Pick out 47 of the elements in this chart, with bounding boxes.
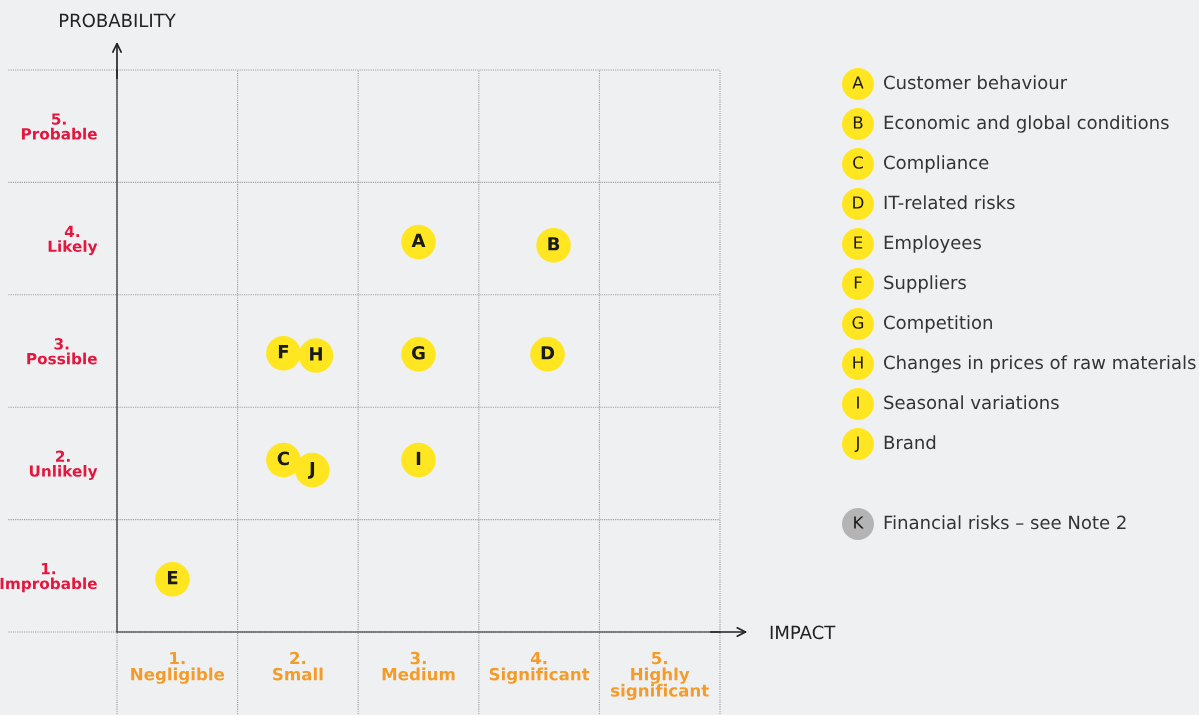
text: J bbox=[854, 436, 859, 452]
y-tick-label: 5. Probable bbox=[21, 113, 97, 140]
y-tick-label: 4. Likely bbox=[48, 225, 98, 256]
legend-label: Financial risks – see Note 2 bbox=[884, 515, 1126, 530]
legend-label: Brand bbox=[884, 435, 936, 450]
data-label: E bbox=[167, 570, 178, 585]
text: H bbox=[853, 356, 863, 369]
legend-label: Seasonal variations bbox=[884, 395, 1059, 410]
data-label: B bbox=[548, 237, 560, 251]
text: I bbox=[857, 396, 859, 409]
point bbox=[266, 335, 301, 371]
text: D bbox=[853, 196, 864, 209]
data-label: I bbox=[416, 451, 421, 466]
x-axis-title: IMPACT bbox=[770, 625, 836, 640]
data-label: D bbox=[541, 346, 555, 360]
point bbox=[295, 452, 330, 488]
text: A bbox=[852, 76, 864, 89]
x-tick-label: 4. Significant bbox=[489, 651, 590, 684]
x-tick-label: 2. Small bbox=[273, 651, 323, 681]
y-tick-label: 1. Improbable bbox=[0, 563, 97, 593]
data-label: A bbox=[411, 233, 426, 247]
point bbox=[401, 442, 436, 478]
data-label: G bbox=[411, 345, 425, 360]
legend-label: Suppliers bbox=[884, 275, 966, 293]
y-tick-label: 3. Possible bbox=[27, 338, 97, 365]
data-label: F bbox=[278, 345, 289, 359]
text: K bbox=[854, 516, 864, 529]
data-label: C bbox=[277, 451, 289, 466]
legend-label: Customer behaviour bbox=[884, 75, 1068, 90]
data-label: J bbox=[308, 461, 315, 479]
text: F bbox=[854, 276, 862, 289]
text: C bbox=[853, 156, 863, 169]
text: E bbox=[854, 236, 863, 249]
legend-label: Competition bbox=[884, 315, 992, 333]
legend-label: Changes in prices of raw materials bbox=[884, 355, 1196, 373]
legend-label: IT-related risks bbox=[884, 195, 1015, 210]
text: G bbox=[852, 316, 864, 329]
data-label: H bbox=[310, 347, 322, 361]
x-tick-label: 1. Negligible bbox=[131, 651, 225, 684]
legend-label: Employees bbox=[884, 235, 981, 253]
legend-label: Compliance bbox=[884, 155, 989, 173]
x-tick-label: 5. Highly significant bbox=[611, 651, 709, 701]
x-tick-label: 3. Medium bbox=[382, 651, 455, 681]
y-tick-label: 2. Unlikely bbox=[29, 450, 98, 480]
legend-label: Economic and global conditions bbox=[884, 115, 1169, 133]
y-axis-title: PROBABILITY bbox=[60, 13, 176, 28]
text: B bbox=[853, 116, 863, 129]
